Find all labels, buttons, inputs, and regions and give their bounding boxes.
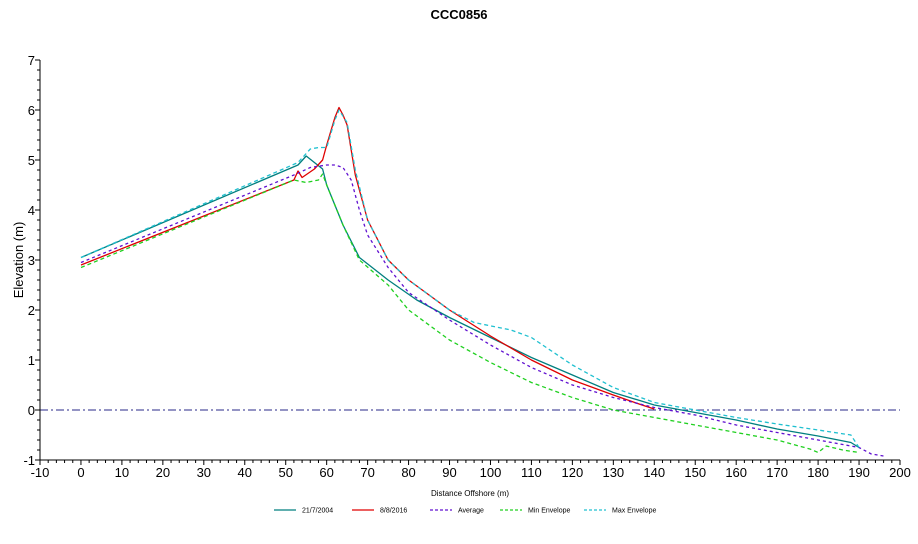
x-tick-label: 150 <box>684 465 706 480</box>
chart-title: CCC0856 <box>430 7 487 22</box>
x-tick-label: 100 <box>480 465 502 480</box>
x-tick-label: 110 <box>521 465 542 480</box>
x-tick-label: 120 <box>562 465 584 480</box>
y-tick-label: 2 <box>28 303 35 318</box>
y-tick-label: 1 <box>28 353 35 368</box>
series-lines <box>80 106 884 457</box>
series-line-max-envelope <box>80 109 860 448</box>
x-tick-label: 140 <box>643 465 665 480</box>
y-tick-label: 3 <box>28 253 35 268</box>
x-tick-label: 0 <box>77 465 84 480</box>
series-line-8-8-2016 <box>80 106 655 410</box>
x-tick-label: 170 <box>766 465 788 480</box>
legend-label: Max Envelope <box>612 508 656 515</box>
y-tick-label: 6 <box>28 103 35 118</box>
legend-label: 21/7/2004 <box>302 508 333 515</box>
legend-label: Min Envelope <box>528 508 571 515</box>
x-tick-label: 200 <box>889 465 911 480</box>
x-axis-label: Distance Offshore (m) <box>431 489 509 498</box>
legend: 21/7/2004 8/8/2016 Average Min Envelope Max … <box>274 508 656 515</box>
x-tick-label: -10 <box>31 465 50 480</box>
y-tick-label: 0 <box>28 403 35 418</box>
y-tick-label: 4 <box>28 203 35 218</box>
x-tick-label: 20 <box>156 465 170 480</box>
x-tick-label: 50 <box>278 465 292 480</box>
axis-ticks: -10 0 10 20 30 40 50 60 70 80 90 100 110 120 130 140 150… <box>23 53 910 480</box>
series-line-min-envelope <box>80 173 860 454</box>
legend-label: 8/8/2016 <box>380 508 407 515</box>
y-tick-label: 5 <box>28 153 35 168</box>
y-tick-label: 7 <box>28 53 35 68</box>
y-tick-label: -1 <box>23 453 35 468</box>
series-line-average <box>80 164 884 457</box>
y-axis-label: Elevation (m) <box>11 222 26 299</box>
x-tick-label: 180 <box>807 465 829 480</box>
x-tick-label: 130 <box>602 465 624 480</box>
legend-label: Average <box>458 508 484 515</box>
x-tick-label: 80 <box>401 465 415 480</box>
series-line-21-7-2004 <box>80 155 860 449</box>
x-tick-label: 190 <box>848 465 870 480</box>
x-tick-label: 10 <box>115 465 129 480</box>
x-tick-label: 60 <box>319 465 333 480</box>
x-tick-label: 70 <box>360 465 374 480</box>
x-tick-label: 30 <box>197 465 211 480</box>
x-tick-label: 40 <box>238 465 252 480</box>
x-tick-label: 160 <box>725 465 747 480</box>
x-tick-label: 90 <box>442 465 456 480</box>
